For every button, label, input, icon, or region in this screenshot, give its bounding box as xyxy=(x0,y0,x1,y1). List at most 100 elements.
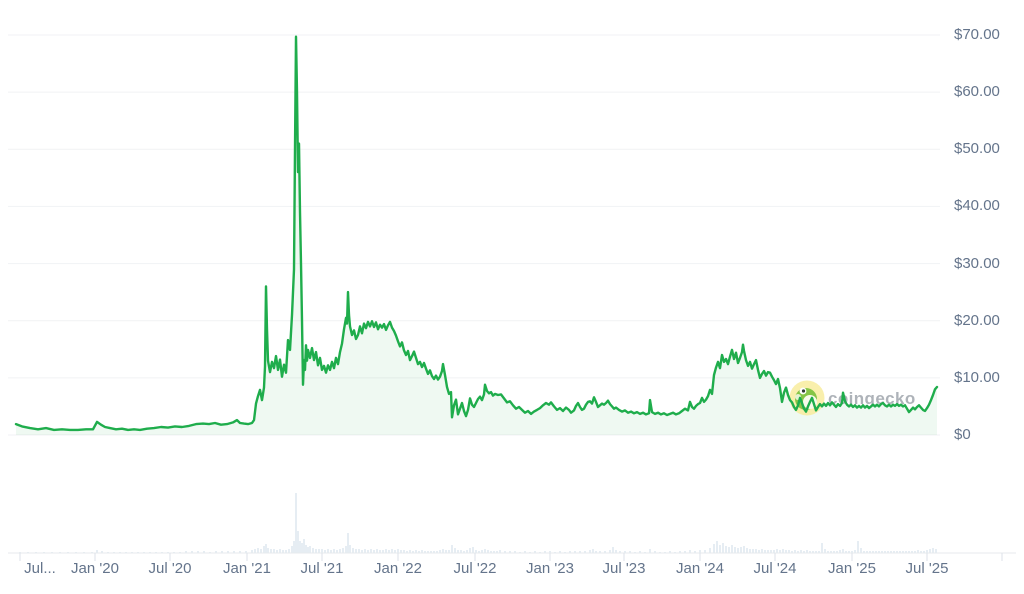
volume-bar xyxy=(920,551,922,553)
volume-bar xyxy=(848,551,850,553)
volume-bar xyxy=(185,551,187,553)
volume-bar xyxy=(800,550,802,553)
volume-bar xyxy=(746,548,748,553)
volume-bar xyxy=(367,550,369,553)
volume-bar xyxy=(415,550,417,553)
volume-bar xyxy=(821,543,823,553)
volume-bars xyxy=(19,493,937,553)
volume-bar xyxy=(303,539,305,553)
volume-bar xyxy=(694,551,696,553)
volume-bar xyxy=(534,551,536,553)
volume-bar xyxy=(305,545,307,553)
volume-bar xyxy=(839,550,841,553)
x-axis-label: Jan '25 xyxy=(828,560,876,577)
x-axis-label: Jul... xyxy=(24,560,56,577)
volume-bar xyxy=(595,551,597,553)
volume-bar xyxy=(472,547,474,553)
volume-bar xyxy=(504,551,506,553)
volume-bar xyxy=(524,551,526,553)
volume-bar xyxy=(827,551,829,553)
volume-bar xyxy=(776,549,778,553)
volume-bar xyxy=(352,548,354,553)
volume-bar xyxy=(301,543,303,553)
volume-bar xyxy=(782,549,784,553)
x-axis-label: Jan '22 xyxy=(374,560,422,577)
volume-bar xyxy=(433,551,435,553)
volume-bar xyxy=(484,549,486,553)
volume-bar xyxy=(794,550,796,553)
y-axis-label: $0 xyxy=(954,426,971,443)
y-axis-label: $70.00 xyxy=(954,26,1000,43)
volume-bar xyxy=(719,545,721,553)
volume-bar xyxy=(273,549,275,553)
y-axis-label: $50.00 xyxy=(954,140,1000,158)
volume-bar xyxy=(929,549,931,553)
volume-bar xyxy=(251,550,253,553)
volume-bar xyxy=(845,551,847,553)
volume-bar xyxy=(869,551,871,553)
x-axis-label: Jan '20 xyxy=(71,560,119,577)
volume-bar xyxy=(288,549,290,553)
volume-bar xyxy=(299,541,301,553)
volume-bar xyxy=(388,550,390,553)
volume-bar xyxy=(260,549,262,553)
volume-bar xyxy=(460,550,462,553)
volume-bar xyxy=(599,551,601,553)
volume-bar xyxy=(469,548,471,553)
volume-bar xyxy=(890,551,892,553)
volume-bar xyxy=(493,551,495,553)
volume-bar xyxy=(875,551,877,553)
volume-bar xyxy=(481,550,483,553)
volume-bar xyxy=(227,551,229,553)
volume-bar xyxy=(629,551,631,553)
volume-bar xyxy=(421,550,423,553)
volume-bar xyxy=(803,551,805,553)
volume-bar xyxy=(370,549,372,553)
price-line[interactable] xyxy=(14,35,939,432)
volume-bar xyxy=(544,551,546,553)
volume-bar xyxy=(295,493,297,553)
volume-bar xyxy=(391,549,393,553)
volume-bar xyxy=(619,551,621,553)
volume-bar xyxy=(896,551,898,553)
x-axis-label: Jan '23 xyxy=(526,560,574,577)
volume-bar xyxy=(788,550,790,553)
volume-bar xyxy=(327,549,329,553)
volume-bar xyxy=(318,549,320,553)
volume-bar xyxy=(330,550,332,553)
x-axis-label: Jul '20 xyxy=(148,560,192,577)
volume-bar xyxy=(282,550,284,553)
coingecko-watermark-text: coingecko xyxy=(828,389,916,408)
volume-bar xyxy=(926,550,928,553)
volume-bar xyxy=(257,548,259,553)
volume-bar xyxy=(842,549,844,553)
volume-bar xyxy=(902,551,904,553)
volume-bar xyxy=(336,550,338,553)
volume-bar xyxy=(376,549,378,553)
volume-bar xyxy=(339,549,341,553)
volume-bar xyxy=(851,551,853,553)
volume-bar xyxy=(463,551,465,553)
volume-bar xyxy=(397,549,399,553)
gecko-logo-pupil xyxy=(801,389,806,393)
volume-bar xyxy=(779,550,781,553)
volume-bar xyxy=(649,549,651,553)
volume-bar xyxy=(285,550,287,553)
x-axis-ticks xyxy=(19,553,1003,561)
volume-bar xyxy=(899,551,901,553)
volume-bar xyxy=(279,549,281,553)
volume-bar xyxy=(815,551,817,553)
volume-bar xyxy=(424,551,426,553)
volume-bar xyxy=(297,531,299,553)
volume-bar xyxy=(878,551,880,553)
coingecko-watermark: coingecko xyxy=(789,380,916,416)
volume-bar xyxy=(908,551,910,553)
volume-bar xyxy=(496,551,498,553)
volume-bar xyxy=(797,551,799,553)
volume-bar xyxy=(770,550,772,553)
volume-bar xyxy=(836,551,838,553)
volume-bar xyxy=(239,551,241,553)
x-axis-label: Jul '24 xyxy=(753,560,797,577)
